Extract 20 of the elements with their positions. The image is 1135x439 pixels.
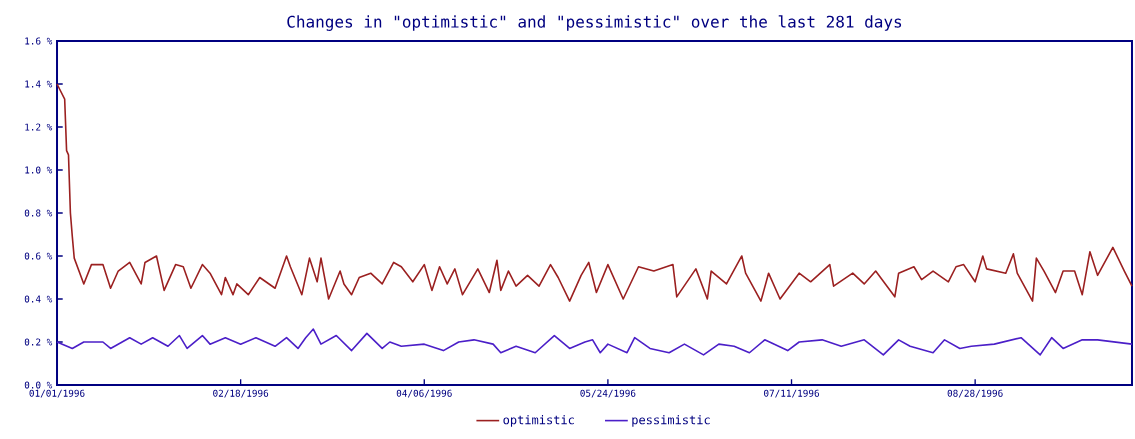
y-tick-label: 0.0 % [24, 381, 53, 389]
legend-label: pessimistic [632, 415, 710, 427]
x-tick-label: 02/18/1996 [213, 389, 269, 398]
x-tick-label: 04/06/1996 [396, 389, 452, 398]
x-tick-label: 07/11/1996 [764, 389, 820, 398]
y-tick-label: 1.4 % [25, 80, 53, 88]
y-tick-label: 0.8 % [24, 209, 53, 217]
y-tick-label: 0.2 % [24, 338, 53, 346]
y-tick-label: 0.6 % [24, 252, 53, 260]
y-tick-label: 1.6 % [25, 37, 53, 45]
line-series [56, 83, 1133, 302]
x-tick-label: 08/28/1996 [947, 389, 1003, 398]
legend-label: optimistic [503, 415, 574, 427]
line-series [56, 328, 1133, 356]
x-tick-label: 05/24/1996 [580, 389, 636, 398]
y-tick-label: 1.2 % [25, 123, 53, 131]
y-tick-label: 0.4 % [24, 295, 53, 303]
x-tick-label: 01/01/1996 [29, 389, 85, 398]
y-tick-label: 1.0 % [25, 166, 53, 174]
chart-title: Changes in "optimistic" and "pessimistic" over the last 281 days [287, 15, 902, 31]
